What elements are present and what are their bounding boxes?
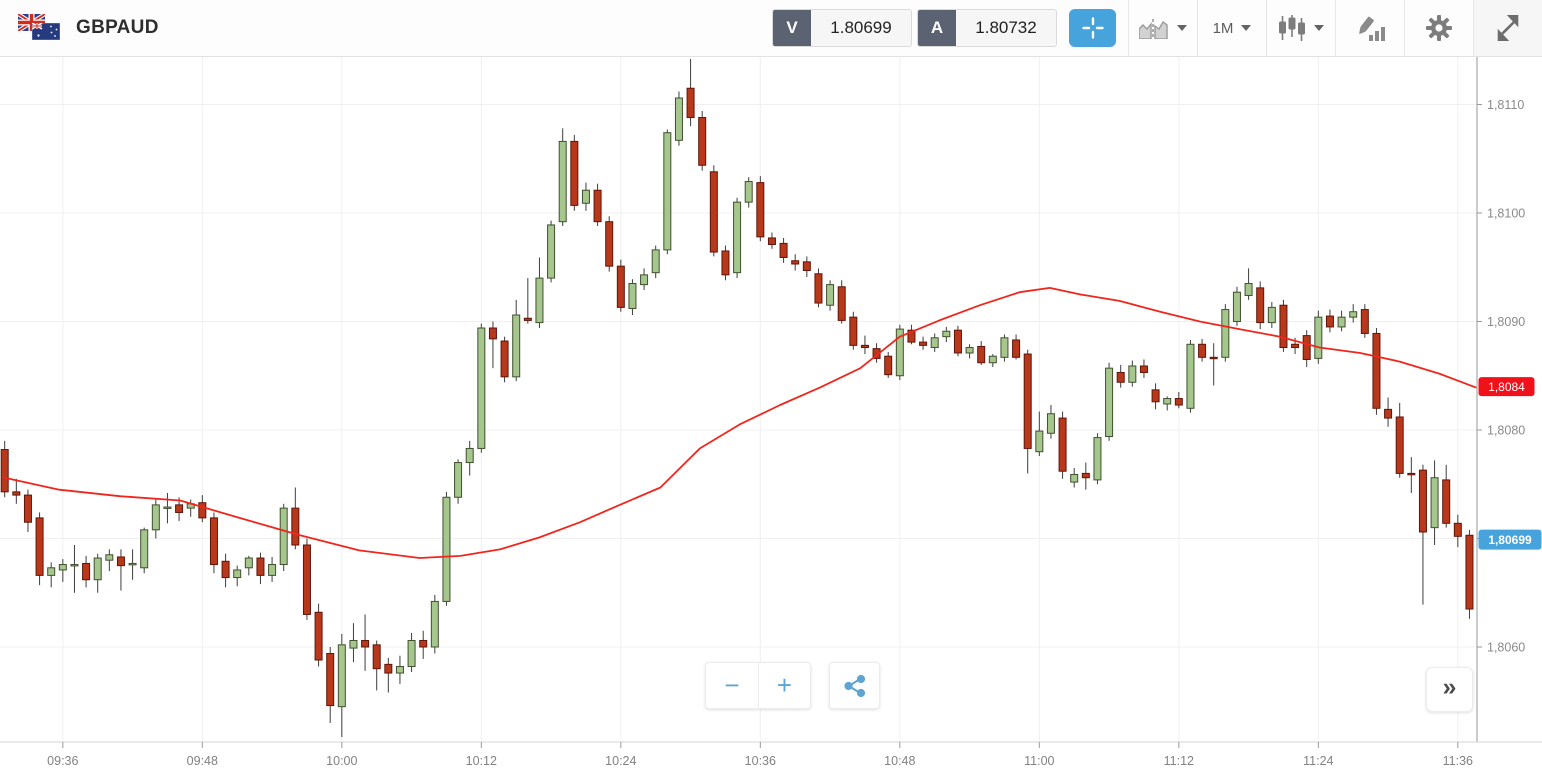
flag-au-icon [32, 23, 60, 40]
currency-pair-flags [18, 12, 62, 44]
crosshair-button[interactable] [1069, 9, 1116, 47]
price-chart[interactable]: 1,8110 1,8100 1,8090 1,8080 1,8060 09:36 09:48… [0, 57, 1542, 784]
zoom-controls: − + [705, 662, 811, 709]
bid-value: 1.80699 [830, 18, 892, 37]
svg-text:10:24: 10:24 [605, 754, 636, 768]
ask-quote[interactable]: A 1.80732 [917, 9, 1057, 47]
svg-text:1,8080: 1,8080 [1487, 424, 1525, 438]
crosshair-icon [1081, 17, 1104, 39]
svg-text:1,8060: 1,8060 [1487, 641, 1525, 655]
ask-value: 1.80732 [975, 18, 1037, 37]
share-icon [843, 674, 865, 697]
svg-text:1,8100: 1,8100 [1487, 207, 1525, 221]
svg-text:11:12: 11:12 [1164, 754, 1194, 768]
svg-text:11:00: 11:00 [1024, 754, 1054, 768]
bid-quote[interactable]: V 1.80699 [772, 9, 912, 47]
zoom-out-button[interactable]: − [705, 662, 758, 709]
symbol-block: GBPAUD [0, 0, 159, 56]
svg-text:11:24: 11:24 [1303, 754, 1333, 768]
svg-text:1,8084: 1,8084 [1488, 380, 1525, 394]
chevron-down-icon [1241, 25, 1252, 31]
compare-charts-button[interactable] [1128, 0, 1197, 56]
symbol-title: GBPAUD [76, 17, 159, 38]
zoom-in-button[interactable]: + [758, 662, 811, 709]
svg-text:10:48: 10:48 [884, 754, 915, 768]
svg-text:1,8110: 1,8110 [1487, 98, 1524, 112]
bid-label-badge: V [773, 10, 811, 46]
crosshair-cell [1062, 0, 1128, 56]
chart-type-candles-icon [1279, 15, 1305, 41]
svg-text:1,8090: 1,8090 [1487, 315, 1525, 329]
interval-selector[interactable]: 1M [1197, 0, 1266, 56]
svg-text:09:36: 09:36 [47, 754, 78, 768]
svg-text:09:48: 09:48 [187, 754, 218, 768]
svg-text:11:36: 11:36 [1443, 754, 1473, 768]
interval-label: 1M [1212, 19, 1234, 37]
share-button[interactable] [829, 662, 880, 709]
settings-button[interactable] [1404, 0, 1473, 56]
settings-gear-icon [1426, 15, 1452, 41]
compare-charts-icon [1139, 19, 1168, 39]
header-right: V 1.80699 A 1.80732 [772, 0, 1542, 56]
ask-label-badge: A [918, 10, 956, 46]
draw-tools-icon [1359, 16, 1385, 41]
chart-type-button[interactable] [1266, 0, 1335, 56]
chart-header: GBPAUD V 1.80699 A 1.80732 [0, 0, 1542, 57]
draw-tools-button[interactable] [1335, 0, 1404, 56]
fullscreen-icon [1497, 15, 1519, 41]
scroll-to-latest-button[interactable]: » [1426, 667, 1473, 712]
svg-text:10:12: 10:12 [466, 754, 497, 768]
svg-text:10:36: 10:36 [745, 754, 776, 768]
fullscreen-button[interactable] [1473, 0, 1542, 56]
svg-text:1,80699: 1,80699 [1488, 533, 1532, 547]
chevron-down-icon [1314, 25, 1324, 31]
chevron-down-icon [1177, 25, 1187, 31]
svg-text:10:00: 10:00 [326, 754, 357, 768]
